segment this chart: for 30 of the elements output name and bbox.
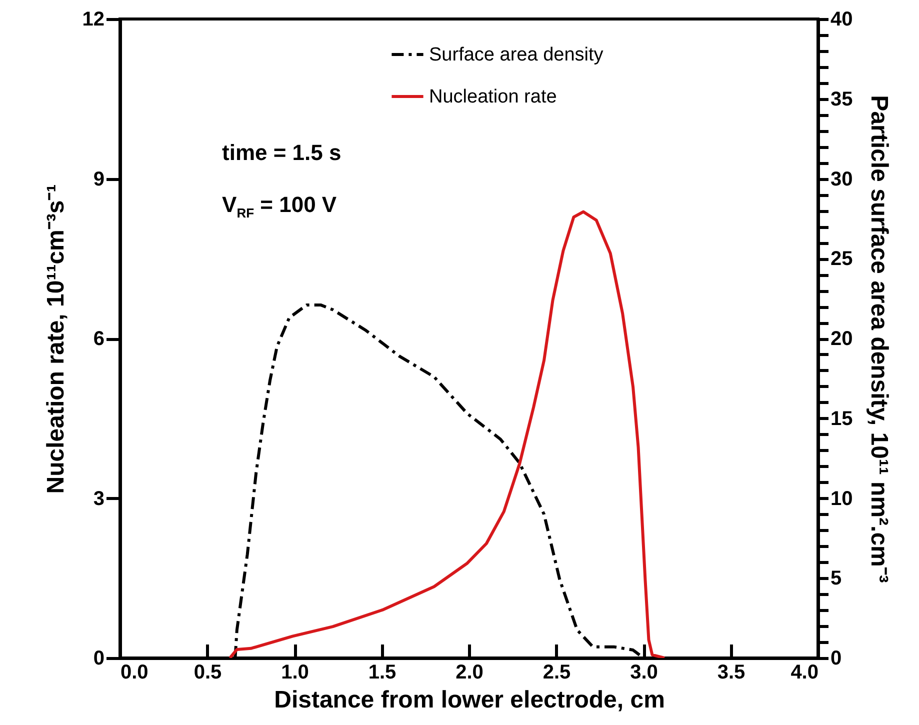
y2-tick-label: 0 <box>830 648 842 670</box>
annotation: V$_{RF}$ = 100 V <box>222 192 337 220</box>
annotation: time = 1.5 s <box>222 140 342 166</box>
y2-tick-label: 25 <box>830 248 853 270</box>
x-tick-label: 3.0 <box>630 662 658 684</box>
x-tick-label: 2.0 <box>456 662 484 684</box>
x-tick-label: 4.0 <box>790 662 818 684</box>
y-axis-title: Nucleation rate, 10¹¹cm⁻³s⁻¹ <box>42 184 70 494</box>
y-tick-label: 12 <box>82 8 104 30</box>
y-tick-label: 3 <box>93 488 104 510</box>
x-tick-label: 1.0 <box>281 662 309 684</box>
y2-tick-label: 5 <box>830 568 842 590</box>
y2-tick-label: 30 <box>830 168 853 190</box>
x-tick-label: 0.5 <box>194 662 222 684</box>
x-tick-label: 0.0 <box>120 662 148 684</box>
x-axis-title: Distance from lower electrode, cm <box>274 686 665 714</box>
y2-tick-label: 35 <box>830 88 853 110</box>
y-tick-label: 0 <box>93 648 104 670</box>
y-tick-label: 6 <box>93 328 104 350</box>
y2-tick-label: 10 <box>830 488 853 510</box>
y2-tick-label: 40 <box>830 8 853 30</box>
legend-label: Surface area density <box>429 44 604 66</box>
y2-axis-title: Particle surface area density, 10¹¹ nm².cm⁻³ <box>866 95 893 583</box>
y-tick-label: 9 <box>93 168 104 190</box>
y2-tick-label: 15 <box>830 408 853 430</box>
x-tick-label: 1.5 <box>368 662 396 684</box>
y2-tick-label: 20 <box>830 328 853 350</box>
x-tick-label: 2.5 <box>542 662 571 684</box>
x-tick-label: 3.5 <box>717 662 746 684</box>
legend-label: Nucleation rate <box>429 86 557 108</box>
